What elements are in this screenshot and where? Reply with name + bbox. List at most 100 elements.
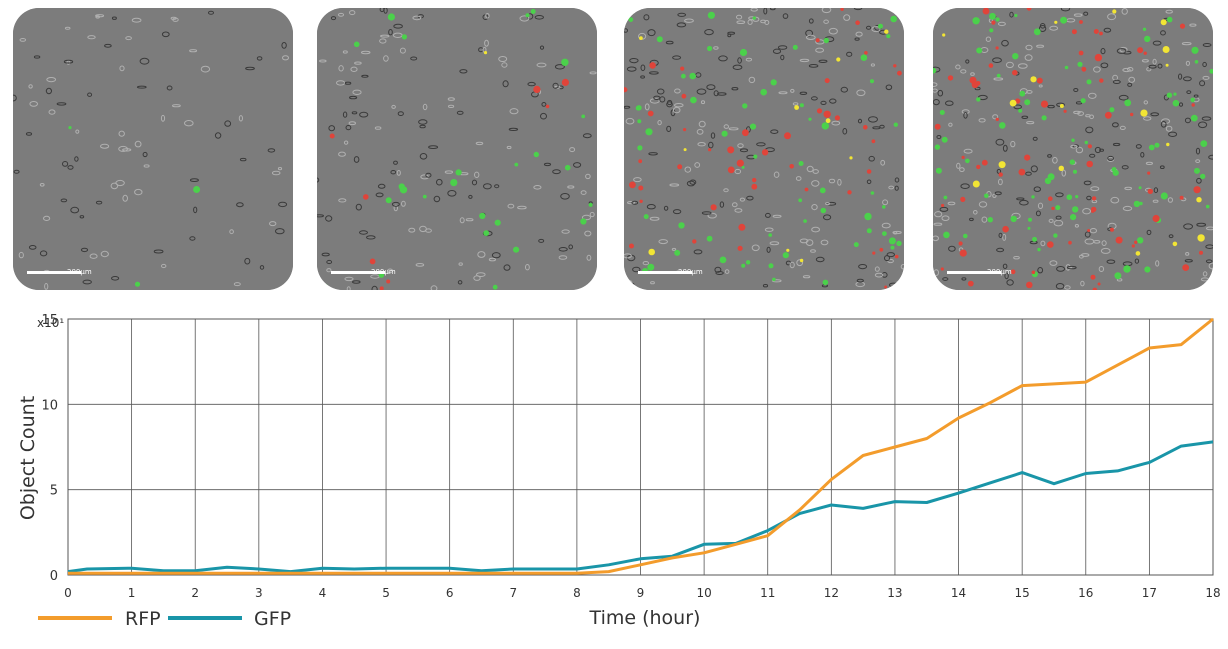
cell-outline: [393, 23, 403, 29]
cell-outline: [1082, 208, 1092, 215]
fluorescent-cell: [1115, 236, 1123, 244]
cell-outline: [960, 69, 967, 74]
cell-outline: [1199, 80, 1206, 87]
fluorescent-cell: [636, 105, 642, 111]
fluorescent-cell: [1030, 76, 1037, 83]
cell-outline: [136, 85, 147, 89]
cell-outline: [584, 230, 592, 237]
cell-outline: [19, 38, 27, 42]
fluorescent-cell: [710, 204, 717, 211]
fluorescent-cell: [890, 245, 895, 250]
cell-outline: [351, 111, 358, 115]
fluorescent-cell: [958, 241, 963, 246]
cell-outline: [792, 102, 799, 106]
fluorescent-cell: [1099, 78, 1104, 83]
fluorescent-cell: [1084, 140, 1088, 145]
cell-outline: [342, 50, 348, 54]
cell-outline: [1021, 115, 1029, 120]
fluorescent-cell: [1060, 16, 1068, 24]
fluorescent-cell: [1024, 99, 1031, 106]
cell-outline: [483, 183, 492, 190]
cell-outline: [1033, 186, 1042, 192]
cell-outline: [1205, 244, 1213, 249]
cell-outline: [350, 66, 358, 72]
scale-bar: [331, 271, 385, 274]
fluorescent-cell: [1104, 111, 1112, 119]
cell-outline: [1088, 92, 1097, 99]
cell-outline: [1121, 8, 1128, 15]
cell-outline: [1165, 9, 1173, 14]
y-tick-label: 0: [50, 569, 58, 584]
cell-outline: [1168, 131, 1178, 138]
cell-outline: [992, 57, 1002, 64]
fluorescent-cell: [752, 16, 756, 20]
fluorescent-cell: [647, 110, 654, 117]
cell-outline: [640, 75, 646, 79]
cell-outline: [554, 64, 565, 70]
cell-outline: [1047, 104, 1055, 109]
cell-outline: [625, 117, 635, 125]
cell-outline: [1047, 154, 1052, 158]
cell-outline: [1127, 82, 1133, 87]
fluorescent-cell: [847, 190, 852, 195]
fluorescent-cell: [749, 123, 757, 130]
fluorescent-cell: [1193, 186, 1201, 194]
cell-outline: [430, 285, 438, 290]
cell-outline: [111, 276, 120, 281]
fluorescent-cell: [1099, 31, 1103, 36]
cell-outline: [694, 162, 701, 168]
fluorescent-cell: [804, 187, 809, 192]
cell-outline: [1184, 117, 1191, 124]
fluorescent-cell: [353, 41, 360, 48]
fluorescent-cell: [1134, 240, 1138, 244]
cell-outline: [697, 142, 706, 147]
cell-outline: [671, 247, 677, 251]
cell-outline: [46, 77, 57, 83]
fluorescent-cell: [1018, 108, 1023, 113]
cell-outline: [969, 217, 974, 222]
x-tick-label: 15: [1015, 586, 1030, 600]
cell-outline: [1107, 13, 1117, 21]
cell-outline: [33, 55, 41, 59]
fluorescent-cell: [525, 13, 530, 18]
cell-outline: [1159, 165, 1165, 169]
cell-outline: [401, 200, 406, 207]
cell-outline: [747, 19, 753, 25]
cell-outline: [1081, 253, 1090, 257]
fluorescent-cell: [639, 36, 643, 40]
fluorescent-cell: [967, 280, 974, 287]
cell-outline: [1098, 266, 1105, 272]
fluorescent-cell: [760, 88, 767, 96]
cell-outline: [388, 29, 393, 36]
cell-outline: [643, 14, 650, 21]
cell-outline: [666, 101, 673, 108]
cell-outline: [1055, 192, 1064, 198]
cell-outline: [534, 15, 545, 20]
cell-outline: [766, 246, 771, 253]
fluorescent-cell: [379, 286, 384, 290]
fluorescent-cell: [1047, 241, 1054, 248]
cell-outline: [868, 116, 878, 123]
x-tick-label: 1: [128, 586, 136, 600]
cell-outline: [880, 159, 886, 166]
series-line-gfp: [67, 440, 1214, 574]
cell-outline: [900, 264, 904, 270]
fluorescent-cell: [1142, 27, 1147, 31]
cell-outline: [815, 47, 825, 53]
cell-outline: [139, 57, 150, 65]
fluorescent-cell: [866, 228, 872, 234]
fluorescent-cell: [834, 115, 840, 121]
cell-outline: [1141, 59, 1149, 63]
fluorescent-cell: [649, 62, 656, 69]
cell-outline: [934, 211, 943, 218]
cell-outline: [1145, 161, 1153, 165]
cell-outline: [589, 211, 595, 218]
cell-outline: [581, 214, 592, 221]
fluorescent-cell: [1047, 173, 1055, 181]
cell-outline: [1049, 25, 1059, 31]
cell-outline: [823, 19, 829, 24]
cell-outline: [642, 261, 649, 266]
fluorescent-cell: [786, 248, 790, 252]
fluorescent-cell: [492, 284, 498, 290]
fluorescent-cell: [737, 245, 743, 251]
